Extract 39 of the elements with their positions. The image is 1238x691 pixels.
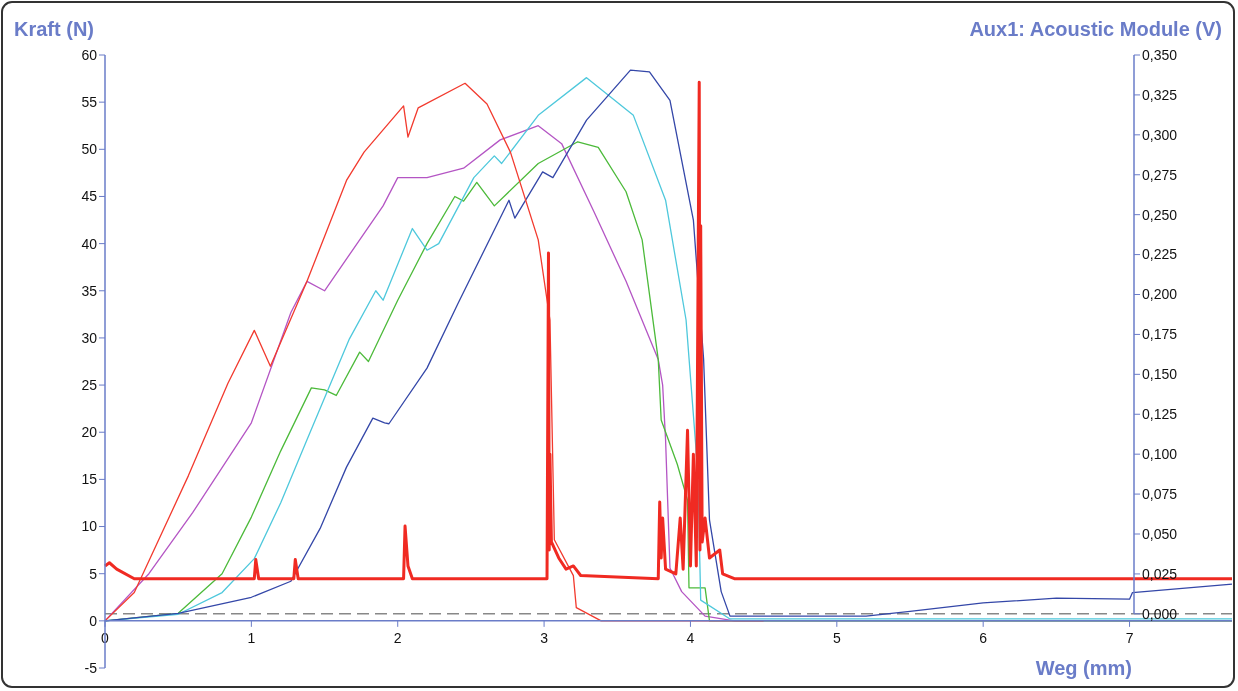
x-tick-label: 4	[686, 629, 695, 646]
y2-tick-label: 0,225	[1142, 246, 1178, 263]
x-tick-label: 2	[393, 629, 402, 646]
y-tick-label: 25	[81, 376, 98, 393]
y2-tick-label: 0,150	[1142, 366, 1178, 383]
y-tick-label: 0	[89, 612, 98, 629]
y-axis-title: Kraft (N)	[14, 18, 94, 40]
y-tick-label: 10	[81, 518, 98, 535]
y2-tick-label: 0,275	[1142, 166, 1178, 183]
y2-tick-label: 0,300	[1142, 126, 1178, 143]
x-tick-label: 5	[832, 629, 841, 646]
y2-axis-title: Aux1: Acoustic Module (V)	[969, 18, 1222, 40]
y2-tick-label: 0,050	[1142, 525, 1178, 542]
x-axis-title: Weg (mm)	[1035, 657, 1132, 679]
y-tick-label: 45	[81, 188, 98, 205]
y2-tick-label: 0,250	[1142, 206, 1178, 223]
y2-tick-label: 0,075	[1142, 485, 1178, 502]
y2-tick-label: 0,175	[1142, 326, 1178, 343]
y2-tick-label: 0,125	[1142, 406, 1178, 423]
y-tick-label: 40	[81, 235, 98, 252]
y-tick-label: 15	[81, 471, 98, 488]
x-tick-label: 1	[247, 629, 256, 646]
y-tick-label: -5	[84, 659, 98, 676]
y2-tick-label: 0,200	[1142, 286, 1178, 303]
y-tick-label: 60	[81, 46, 98, 63]
x-tick-label: 3	[540, 629, 549, 646]
y-tick-label: 50	[81, 141, 98, 158]
y-tick-label: 30	[81, 329, 98, 346]
y-tick-label: 5	[89, 565, 98, 582]
x-tick-label: 0	[101, 629, 110, 646]
y-tick-label: 35	[81, 282, 98, 299]
y2-tick-label: 0,100	[1142, 446, 1178, 463]
y2-tick-label: 0,000	[1142, 605, 1178, 622]
y2-tick-label: 0,325	[1142, 86, 1178, 103]
y-tick-label: 55	[81, 94, 98, 111]
y2-tick-label: 0,350	[1142, 46, 1178, 63]
y-tick-label: 20	[81, 424, 98, 441]
x-tick-label: 6	[979, 629, 988, 646]
x-tick-label: 7	[1125, 629, 1134, 646]
